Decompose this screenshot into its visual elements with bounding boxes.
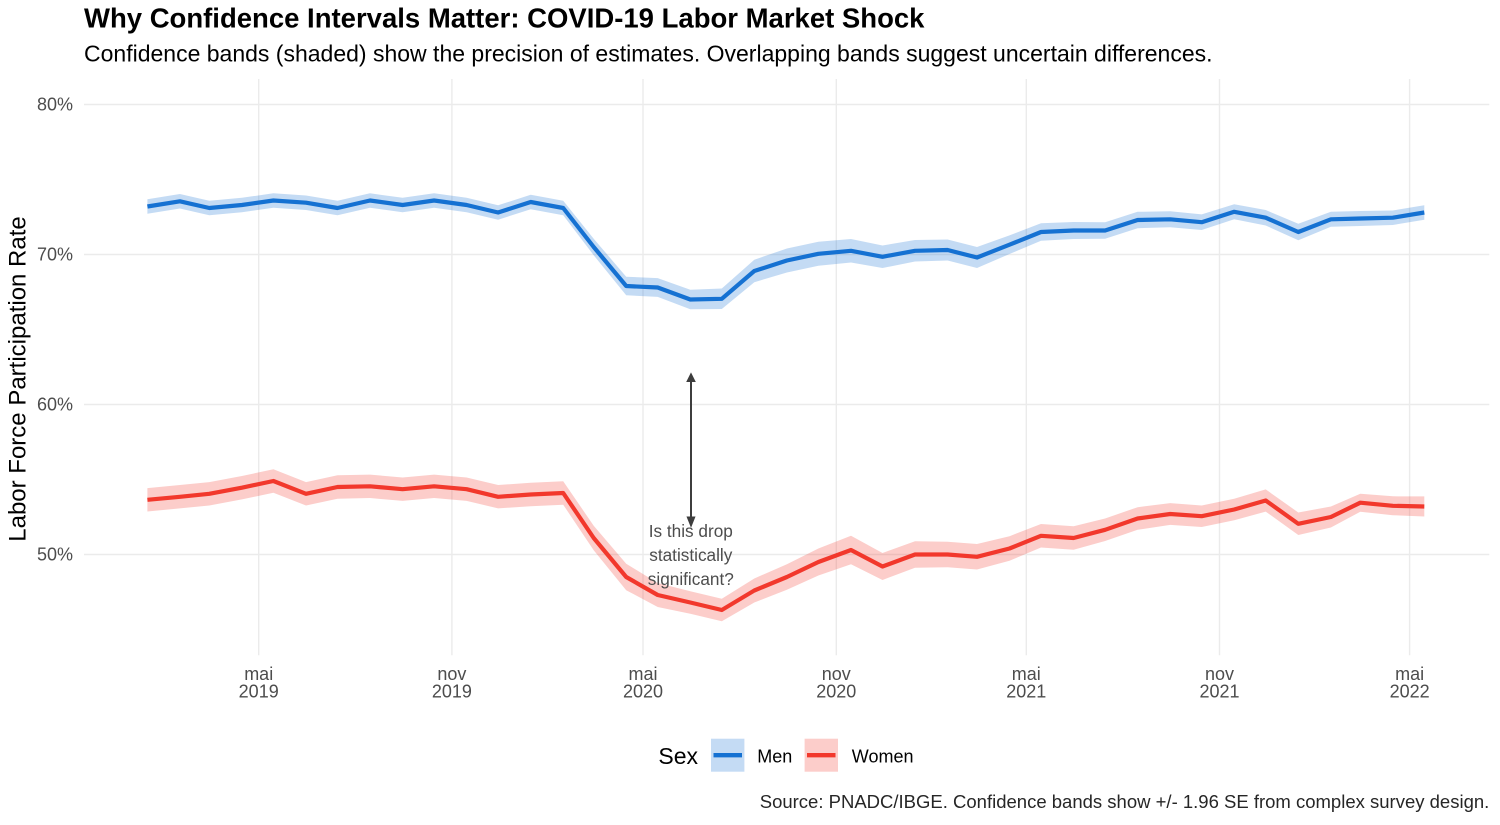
svg-text:2021: 2021 bbox=[1199, 681, 1239, 701]
svg-text:Why Confidence Intervals Matte: Why Confidence Intervals Matter: COVID-1… bbox=[84, 3, 925, 34]
svg-text:Is this drop: Is this drop bbox=[649, 521, 733, 541]
svg-text:nov: nov bbox=[822, 664, 851, 684]
svg-text:Source: PNADC/IBGE. Confidence: Source: PNADC/IBGE. Confidence bands sho… bbox=[760, 791, 1490, 812]
svg-text:mai: mai bbox=[628, 664, 657, 684]
svg-text:50%: 50% bbox=[37, 545, 73, 565]
svg-text:2022: 2022 bbox=[1390, 681, 1430, 701]
svg-text:2019: 2019 bbox=[239, 681, 279, 701]
svg-text:2019: 2019 bbox=[432, 681, 472, 701]
svg-text:Sex: Sex bbox=[658, 743, 698, 769]
svg-text:Women: Women bbox=[852, 747, 914, 767]
svg-text:nov: nov bbox=[437, 664, 466, 684]
svg-text:2021: 2021 bbox=[1006, 681, 1046, 701]
svg-text:significant?: significant? bbox=[648, 569, 734, 589]
svg-text:60%: 60% bbox=[37, 395, 73, 415]
svg-text:mai: mai bbox=[244, 664, 273, 684]
svg-text:70%: 70% bbox=[37, 245, 73, 265]
svg-text:statistically: statistically bbox=[649, 545, 732, 565]
svg-text:mai: mai bbox=[1012, 664, 1041, 684]
svg-text:2020: 2020 bbox=[623, 681, 663, 701]
svg-text:2020: 2020 bbox=[816, 681, 856, 701]
svg-text:nov: nov bbox=[1205, 664, 1234, 684]
svg-text:Men: Men bbox=[757, 747, 792, 767]
svg-text:80%: 80% bbox=[37, 95, 73, 115]
svg-text:Labor Force Participation Rate: Labor Force Participation Rate bbox=[5, 216, 32, 542]
svg-text:mai: mai bbox=[1395, 664, 1424, 684]
svg-text:Confidence bands (shaded) show: Confidence bands (shaded) show the preci… bbox=[84, 41, 1213, 67]
